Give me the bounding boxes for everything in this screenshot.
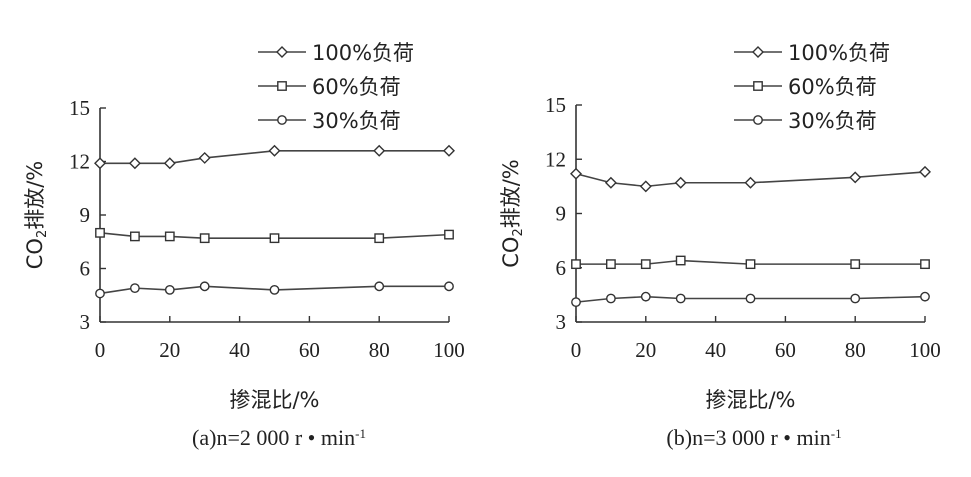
data-point: [199, 233, 210, 244]
data-point: [640, 291, 651, 302]
data-point: [199, 281, 210, 292]
legend-marker: [753, 81, 763, 91]
x-axis-label: 掺混比/%: [705, 388, 795, 412]
legend-marker: [277, 115, 287, 125]
data-point: [850, 293, 861, 304]
data-point: [443, 144, 455, 157]
data-point: [268, 144, 281, 157]
y-tick-label: 3: [556, 310, 567, 334]
data-point: [570, 167, 582, 180]
x-tick-label: 40: [229, 338, 250, 362]
y-tick-label: 12: [69, 150, 90, 174]
legend-marker: [752, 46, 764, 58]
data-point: [95, 227, 105, 238]
x-tick-label: 80: [845, 338, 866, 362]
x-tick-label: 80: [369, 338, 390, 362]
data-point: [164, 231, 175, 242]
y-axis-label: CO2排放/%: [499, 159, 526, 268]
data-point: [675, 293, 686, 304]
legend-label: 60%负荷: [312, 75, 401, 99]
data-point: [640, 259, 651, 270]
chart-panel-b: 3 6 9 12 15 0 20 40 60 80 100 掺混比/% CO2排放/% 100%负荷 60%…: [499, 41, 941, 450]
data-point: [95, 288, 105, 299]
x-tick-label: 20: [635, 338, 656, 362]
legend-label: 100%负荷: [788, 41, 890, 65]
data-point: [269, 284, 280, 295]
y-tick-label: 9: [556, 202, 567, 226]
legend-label: 100%负荷: [312, 41, 414, 65]
data-point: [198, 151, 211, 164]
data-point: [269, 233, 280, 244]
x-axis-label: 掺混比/%: [229, 388, 319, 412]
data-point: [128, 157, 141, 170]
x-tick-label: 40: [705, 338, 726, 362]
legend-label: 30%负荷: [788, 109, 877, 133]
x-tick-label: 100: [433, 338, 465, 362]
data-point: [571, 297, 581, 308]
data-point: [920, 259, 930, 270]
y-tick-label: 15: [545, 93, 566, 117]
chart-caption: (a)n=2 000 r • min-1: [192, 425, 366, 450]
data-point: [604, 176, 617, 189]
x-tick-label: 100: [909, 338, 941, 362]
data-point: [674, 176, 687, 189]
data-point: [919, 165, 931, 178]
y-axis-label: CO2排放/%: [23, 161, 50, 270]
legend-marker: [276, 46, 288, 58]
y-tick-label: 6: [80, 257, 91, 281]
x-tick-label: 20: [159, 338, 180, 362]
data-point: [94, 157, 106, 170]
legend-label: 60%负荷: [788, 75, 877, 99]
x-tick-label: 60: [775, 338, 796, 362]
y-tick-label: 6: [556, 256, 567, 280]
data-point: [639, 180, 652, 193]
data-point: [444, 281, 454, 292]
data-point: [164, 284, 175, 295]
data-point: [606, 293, 616, 304]
data-point: [675, 255, 686, 266]
data-point: [374, 281, 385, 292]
legend-label: 30%负荷: [312, 109, 401, 133]
data-point: [129, 283, 140, 294]
x-tick-label: 0: [571, 338, 582, 362]
data-point: [373, 144, 386, 157]
data-point: [745, 259, 756, 270]
x-tick-label: 0: [95, 338, 106, 362]
chart-caption: (b)n=3 000 r • min-1: [666, 425, 841, 450]
data-point: [744, 176, 757, 189]
data-point: [374, 233, 385, 244]
y-tick-label: 3: [80, 310, 91, 334]
data-point: [606, 259, 616, 270]
data-point: [129, 231, 140, 242]
data-point: [849, 171, 862, 184]
y-tick-label: 15: [69, 96, 90, 120]
legend-marker: [753, 115, 763, 125]
data-point: [920, 291, 930, 302]
data-point: [444, 229, 454, 240]
y-tick-label: 9: [80, 203, 91, 227]
data-point: [571, 259, 581, 270]
data-point: [850, 259, 861, 270]
x-tick-label: 60: [299, 338, 320, 362]
data-point: [163, 157, 176, 170]
data-point: [745, 293, 756, 304]
legend-marker: [277, 81, 287, 91]
chart-panel-a: 3 6 9 12 15 0 20 40 60 80 100 掺混比/% CO2排放/% 100%负荷 60%…: [23, 41, 465, 450]
y-tick-label: 12: [545, 147, 566, 171]
